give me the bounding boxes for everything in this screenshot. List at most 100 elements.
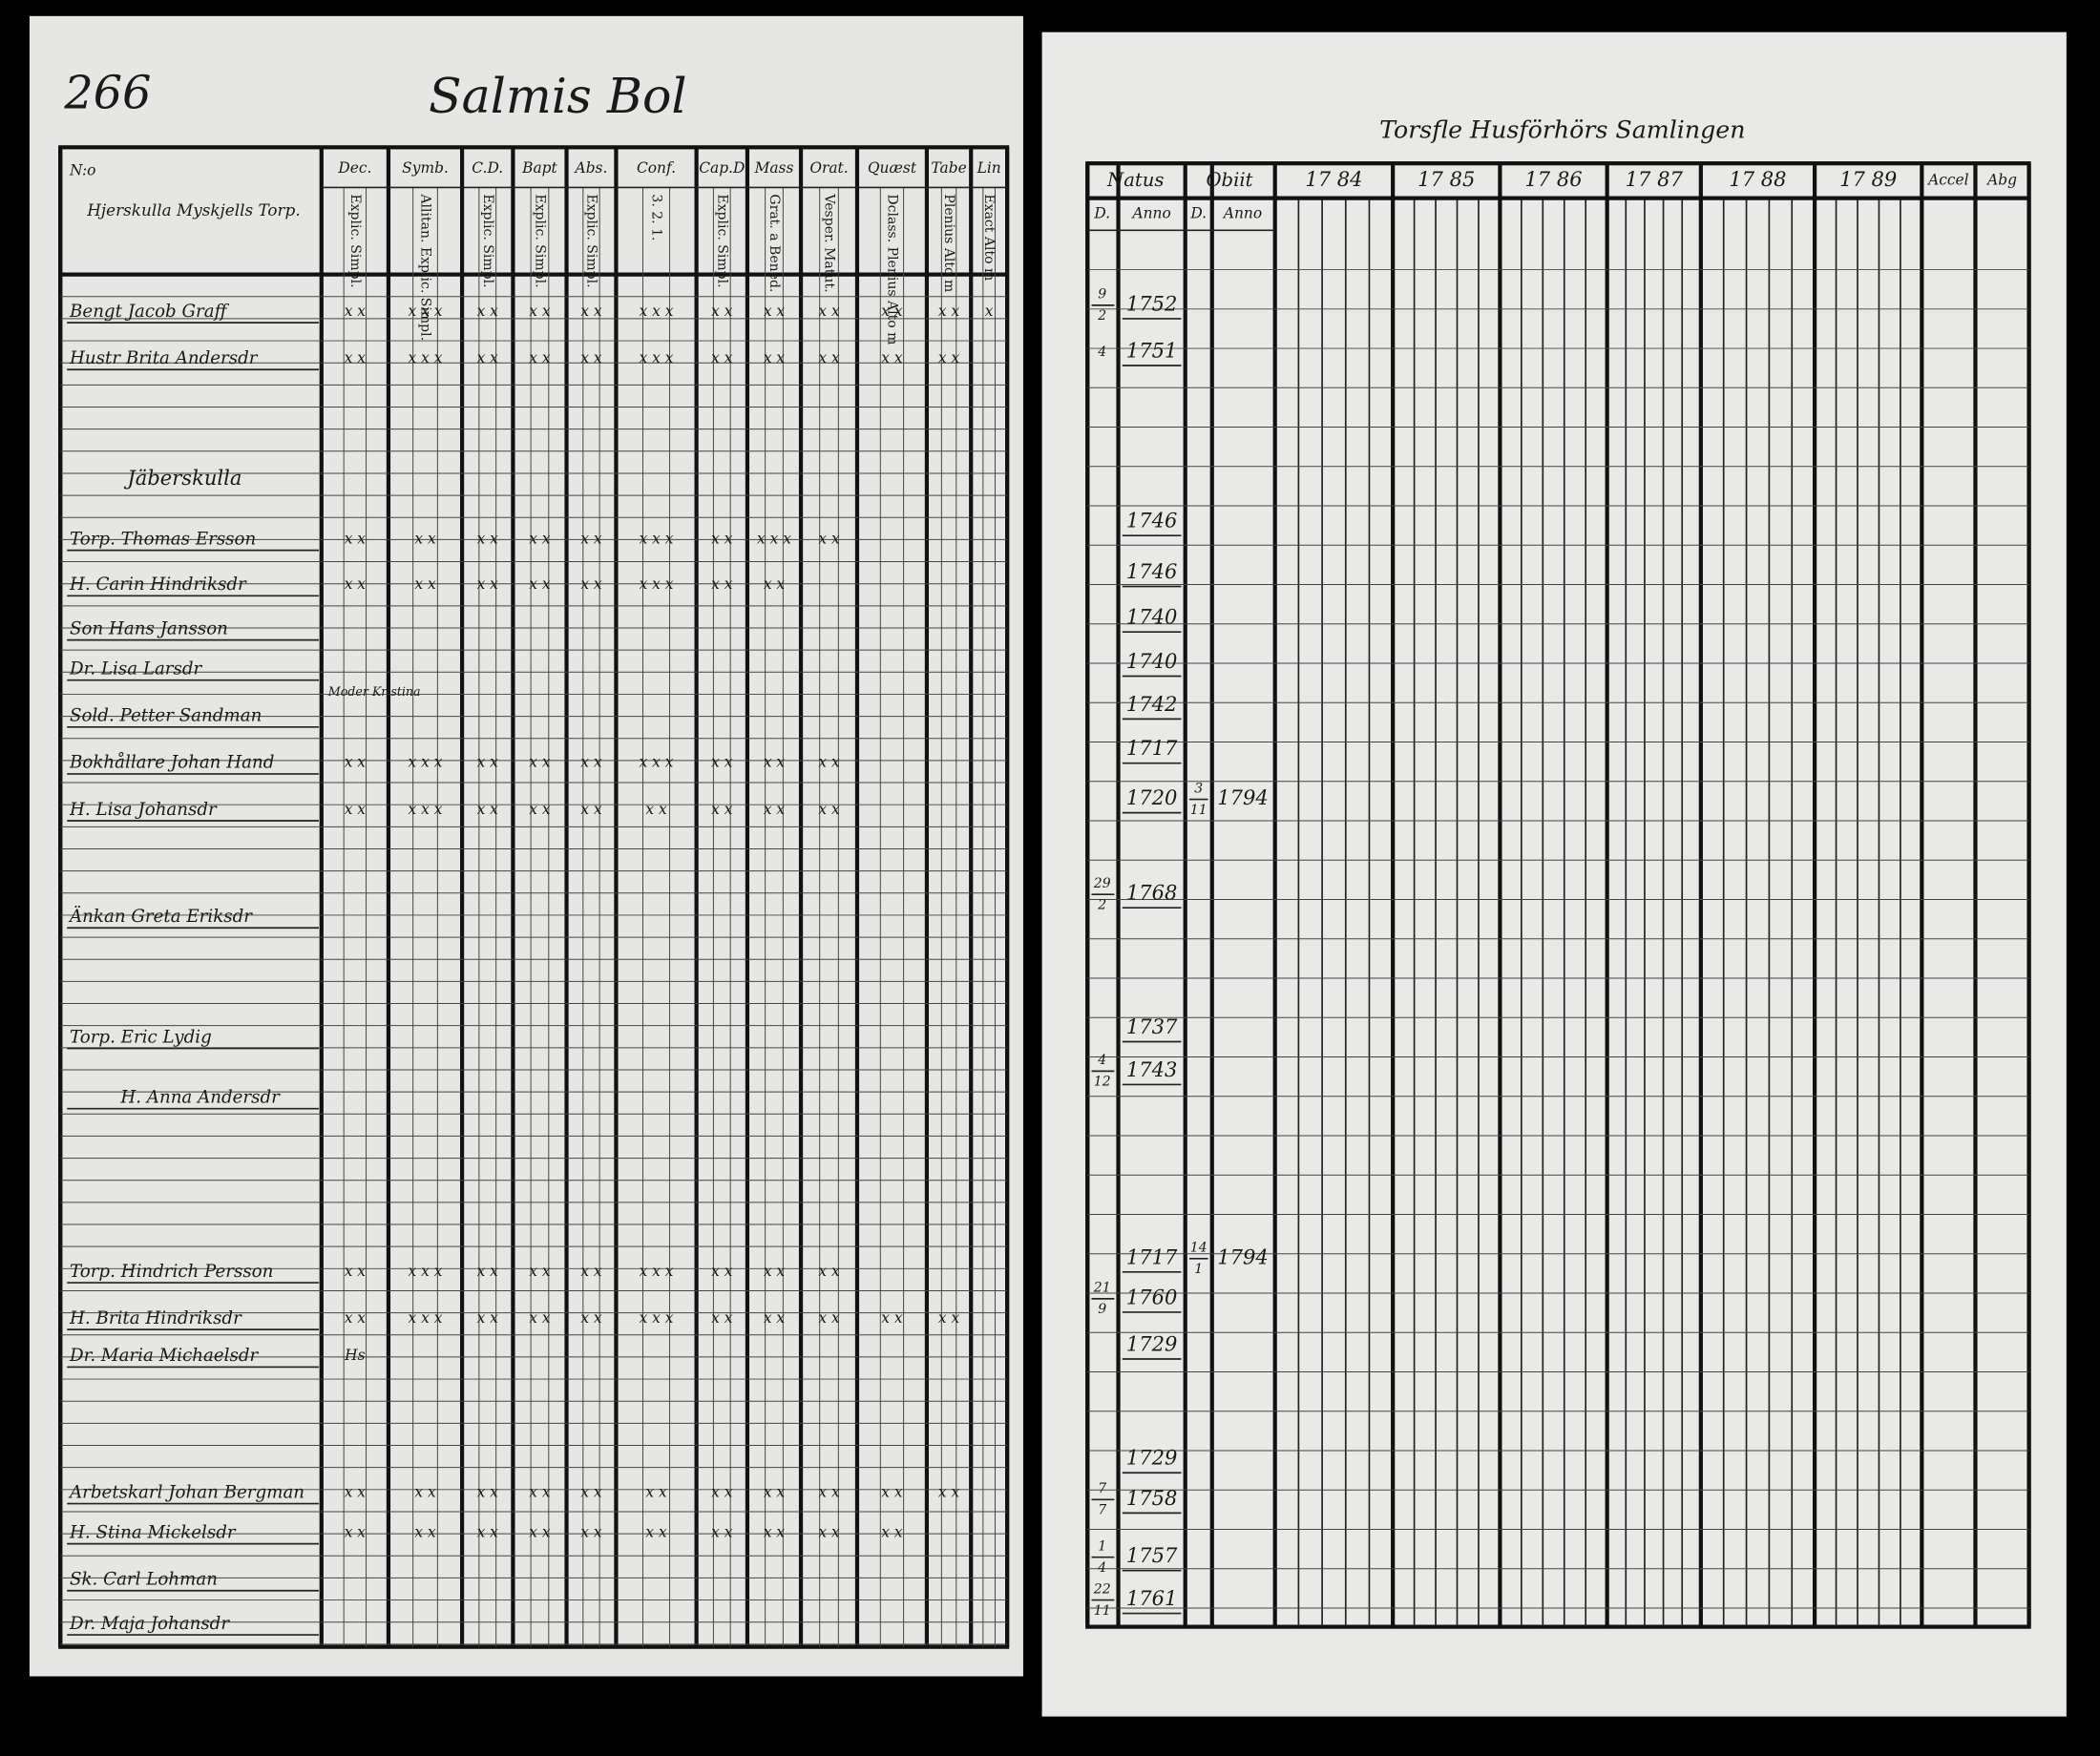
person-name: Bengt Jacob Graff: [69, 302, 230, 322]
column-sub: Dclass. Plenius Alto m: [884, 194, 899, 345]
exam-mark: x x: [764, 754, 786, 771]
birth-year: 1757: [1126, 1543, 1178, 1567]
column-sub: Allitan. Explic. Simpl.: [418, 193, 433, 341]
birth-year: 1761: [1126, 1586, 1178, 1610]
exam-mark: x x: [711, 754, 733, 771]
exam-mark: x x: [477, 754, 499, 771]
birth-year: 1758: [1126, 1486, 1178, 1510]
birth-year: 1768: [1126, 881, 1178, 905]
birth-year: 1751: [1126, 338, 1178, 362]
person-name: Hustr Brita Andersdr: [69, 348, 259, 368]
exam-mark: x x: [477, 349, 499, 366]
exam-mark: x x: [818, 349, 840, 366]
exam-mark: x x: [477, 303, 499, 320]
subheader: D.: [1093, 204, 1110, 221]
exam-mark: x x: [477, 1483, 499, 1500]
person-name: Torp. Hindrich Persson: [70, 1262, 273, 1282]
column-sub: Exact Alto m: [981, 194, 997, 281]
exam-mark: x x: [711, 575, 733, 593]
exam-mark: x x x: [409, 801, 443, 818]
exam-mark: x x: [711, 801, 733, 818]
exam-mark: x x: [938, 1483, 960, 1500]
column-head: Tabe: [931, 159, 966, 177]
person-name: H. Anna Andersdr: [119, 1087, 281, 1107]
person-name: Dr. Lisa Larsdr: [69, 658, 203, 679]
birth-day: 4: [1097, 345, 1106, 360]
column-head: Symb.: [402, 159, 449, 177]
birth-month: 11: [1094, 1603, 1111, 1619]
year-header: 17 88: [1729, 167, 1786, 191]
column-head: Conf.: [637, 159, 676, 177]
header: Accel: [1926, 171, 1969, 188]
person-name: Torp. Eric Lydig: [70, 1027, 212, 1047]
exam-mark: x x: [764, 349, 786, 366]
birth-year: 1717: [1126, 1244, 1178, 1268]
exam-mark: x x: [818, 1523, 840, 1540]
death-day: 3: [1194, 781, 1203, 796]
death-year: 1794: [1217, 1244, 1269, 1268]
exam-mark: x x: [414, 1483, 436, 1500]
exam-mark: x x: [580, 303, 602, 320]
birth-year: 1760: [1126, 1285, 1178, 1308]
birth-day: 21: [1093, 1281, 1111, 1296]
exam-mark: x x: [345, 1263, 367, 1280]
exam-mark: x x: [477, 1263, 499, 1280]
year-header: 17 84: [1305, 167, 1362, 191]
exam-mark: x x: [345, 754, 367, 771]
exam-mark: Hs: [344, 1347, 365, 1364]
birth-year: 1729: [1126, 1331, 1178, 1355]
subheader: D.: [1189, 204, 1207, 221]
exam-mark: x x: [938, 303, 960, 320]
birth-day: 7: [1098, 1481, 1106, 1496]
person-name: Dr. Maria Michaelsdr: [69, 1346, 260, 1366]
death-year: 1794: [1217, 785, 1269, 809]
exam-mark: x: [985, 303, 994, 320]
death-month: 1: [1194, 1262, 1203, 1277]
exam-mark: x x x: [640, 575, 674, 593]
exam-mark: x x: [529, 349, 551, 366]
column-sub: Grat. a Bened.: [766, 194, 782, 292]
exam-mark: x x: [580, 1523, 602, 1540]
exam-mark: x x: [529, 754, 551, 771]
person-name: Sold. Petter Sandman: [70, 706, 262, 726]
birth-month: 9: [1098, 1302, 1106, 1317]
birth-month: 2: [1097, 308, 1106, 324]
exam-mark: x x: [645, 1483, 667, 1500]
header: Obiit: [1206, 169, 1252, 191]
person-name: Sk. Carl Lohman: [70, 1570, 218, 1590]
birth-year: 1743: [1126, 1057, 1178, 1081]
birth-day: 4: [1097, 1053, 1106, 1068]
exam-mark: x x: [881, 1309, 903, 1327]
exam-mark: x x: [818, 1309, 840, 1327]
exam-mark: x x: [580, 530, 602, 547]
person-name: Änkan Greta Eriksdr: [68, 905, 253, 927]
birth-month: 7: [1098, 1503, 1106, 1518]
death-month: 11: [1190, 803, 1208, 818]
exam-mark: x x x: [640, 530, 674, 547]
exam-mark: x x: [711, 1263, 733, 1280]
column-sub: 3. 2. 1.: [649, 194, 664, 240]
birth-year: 1737: [1126, 1014, 1178, 1038]
header: Abg: [1985, 171, 2017, 188]
corner-label: N:o: [69, 162, 95, 179]
page-title: Salmis Bol: [429, 68, 687, 124]
exam-mark: x x: [345, 801, 367, 818]
exam-mark: x x: [345, 575, 367, 593]
exam-mark: x x: [580, 1483, 602, 1500]
exam-mark: x x: [711, 349, 733, 366]
exam-mark: x x: [529, 1523, 551, 1540]
exam-mark: x x: [529, 801, 551, 818]
column-head: Cap.D: [699, 159, 745, 177]
exam-mark: x x: [580, 801, 602, 818]
person-name: Torp. Thomas Ersson: [70, 529, 256, 549]
column-sub: Explic. Simpl.: [714, 194, 729, 287]
exam-mark: x x x: [409, 1263, 443, 1280]
exam-mark: x x: [529, 530, 551, 547]
exam-mark: x x x: [640, 303, 674, 320]
exam-mark: x x: [711, 530, 733, 547]
year-header: 17 87: [1626, 167, 1684, 191]
exam-mark: x x: [711, 1309, 733, 1327]
exam-mark: x x: [529, 303, 551, 320]
exam-mark: x x x: [409, 754, 443, 771]
birth-year: 1740: [1126, 605, 1178, 629]
